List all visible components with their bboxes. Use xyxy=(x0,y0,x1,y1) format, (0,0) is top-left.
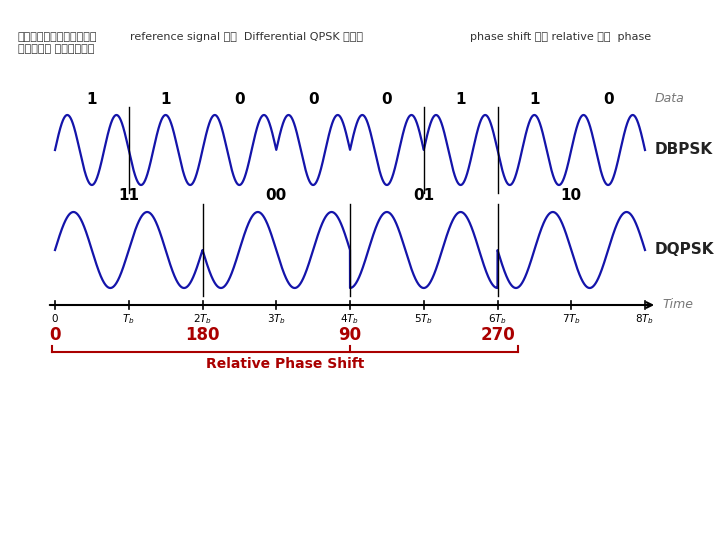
Text: 1: 1 xyxy=(86,91,97,106)
Text: เพอเลยงการใช: เพอเลยงการใช xyxy=(18,32,97,42)
Text: $5T_b$: $5T_b$ xyxy=(414,312,433,326)
Text: 10: 10 xyxy=(561,188,582,204)
Text: reference signal ใช  Differential QPSK วธน: reference signal ใช Differential QPSK วธ… xyxy=(130,32,363,42)
Text: 180: 180 xyxy=(185,326,220,344)
Text: $3T_b$: $3T_b$ xyxy=(266,312,286,326)
Text: Time: Time xyxy=(662,299,693,312)
Text: 01: 01 xyxy=(413,188,434,204)
Text: 90: 90 xyxy=(338,326,361,344)
Text: Data: Data xyxy=(655,92,685,105)
Text: 0: 0 xyxy=(49,326,60,344)
Text: $6T_b$: $6T_b$ xyxy=(488,312,507,326)
Text: 1: 1 xyxy=(529,91,539,106)
Text: 0: 0 xyxy=(234,91,245,106)
Text: $4T_b$: $4T_b$ xyxy=(341,312,359,326)
Text: DQPSK: DQPSK xyxy=(655,242,714,258)
Text: Relative Phase Shift: Relative Phase Shift xyxy=(206,357,364,371)
Text: $0$: $0$ xyxy=(51,312,59,324)
Text: 0: 0 xyxy=(603,91,613,106)
Text: 00: 00 xyxy=(266,188,287,204)
Text: phase shift จะ relative กบ  phase: phase shift จะ relative กบ phase xyxy=(470,32,651,42)
Text: 11: 11 xyxy=(118,188,139,204)
Text: $7T_b$: $7T_b$ xyxy=(562,312,581,326)
Text: 1: 1 xyxy=(161,91,171,106)
Text: 270: 270 xyxy=(480,326,515,344)
Text: 0: 0 xyxy=(382,91,392,106)
Text: $T_b$: $T_b$ xyxy=(122,312,135,326)
Text: DBPSK: DBPSK xyxy=(655,143,713,158)
Text: ของบต กอนหนา: ของบต กอนหนา xyxy=(18,44,94,54)
Text: $8T_b$: $8T_b$ xyxy=(636,312,654,326)
Text: 1: 1 xyxy=(455,91,466,106)
Text: $2T_b$: $2T_b$ xyxy=(193,312,212,326)
Text: 0: 0 xyxy=(308,91,318,106)
